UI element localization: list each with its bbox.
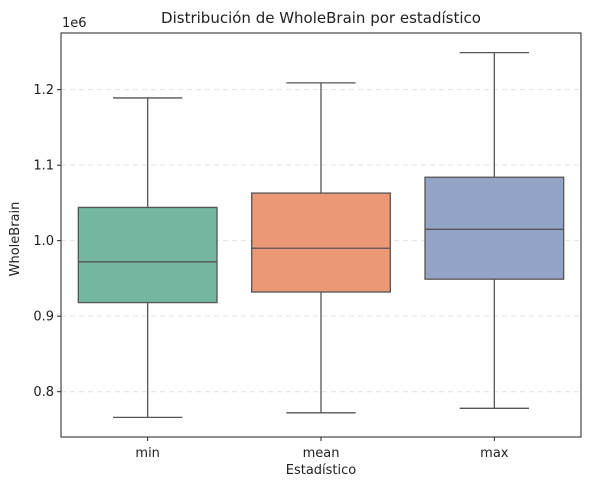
y-axis-ticks: 0.8 0.9 1.0 1.1 1.2 (33, 83, 61, 400)
x-axis-ticks: min mean max (135, 437, 509, 461)
y-tick-label: 1.2 (33, 83, 54, 98)
y-tick-label: 0.8 (33, 385, 54, 400)
y-tick-label: 0.9 (33, 310, 54, 325)
y-tick-label: 1.1 (33, 159, 54, 174)
box-max (424, 176, 565, 280)
x-axis-label: Estadístico (286, 463, 357, 478)
x-tick-label: mean (303, 446, 340, 461)
chart-title: Distribución de WholeBrain por estadísti… (161, 9, 481, 27)
y-axis-label: WholeBrain (8, 202, 23, 277)
box-mean (251, 192, 391, 293)
box-min (77, 206, 218, 304)
box-series (77, 51, 565, 419)
y-offset-label: 1e6 (62, 16, 87, 31)
y-tick-label: 1.0 (33, 234, 54, 249)
x-tick-label: min (135, 446, 160, 461)
x-tick-label: max (480, 446, 509, 461)
